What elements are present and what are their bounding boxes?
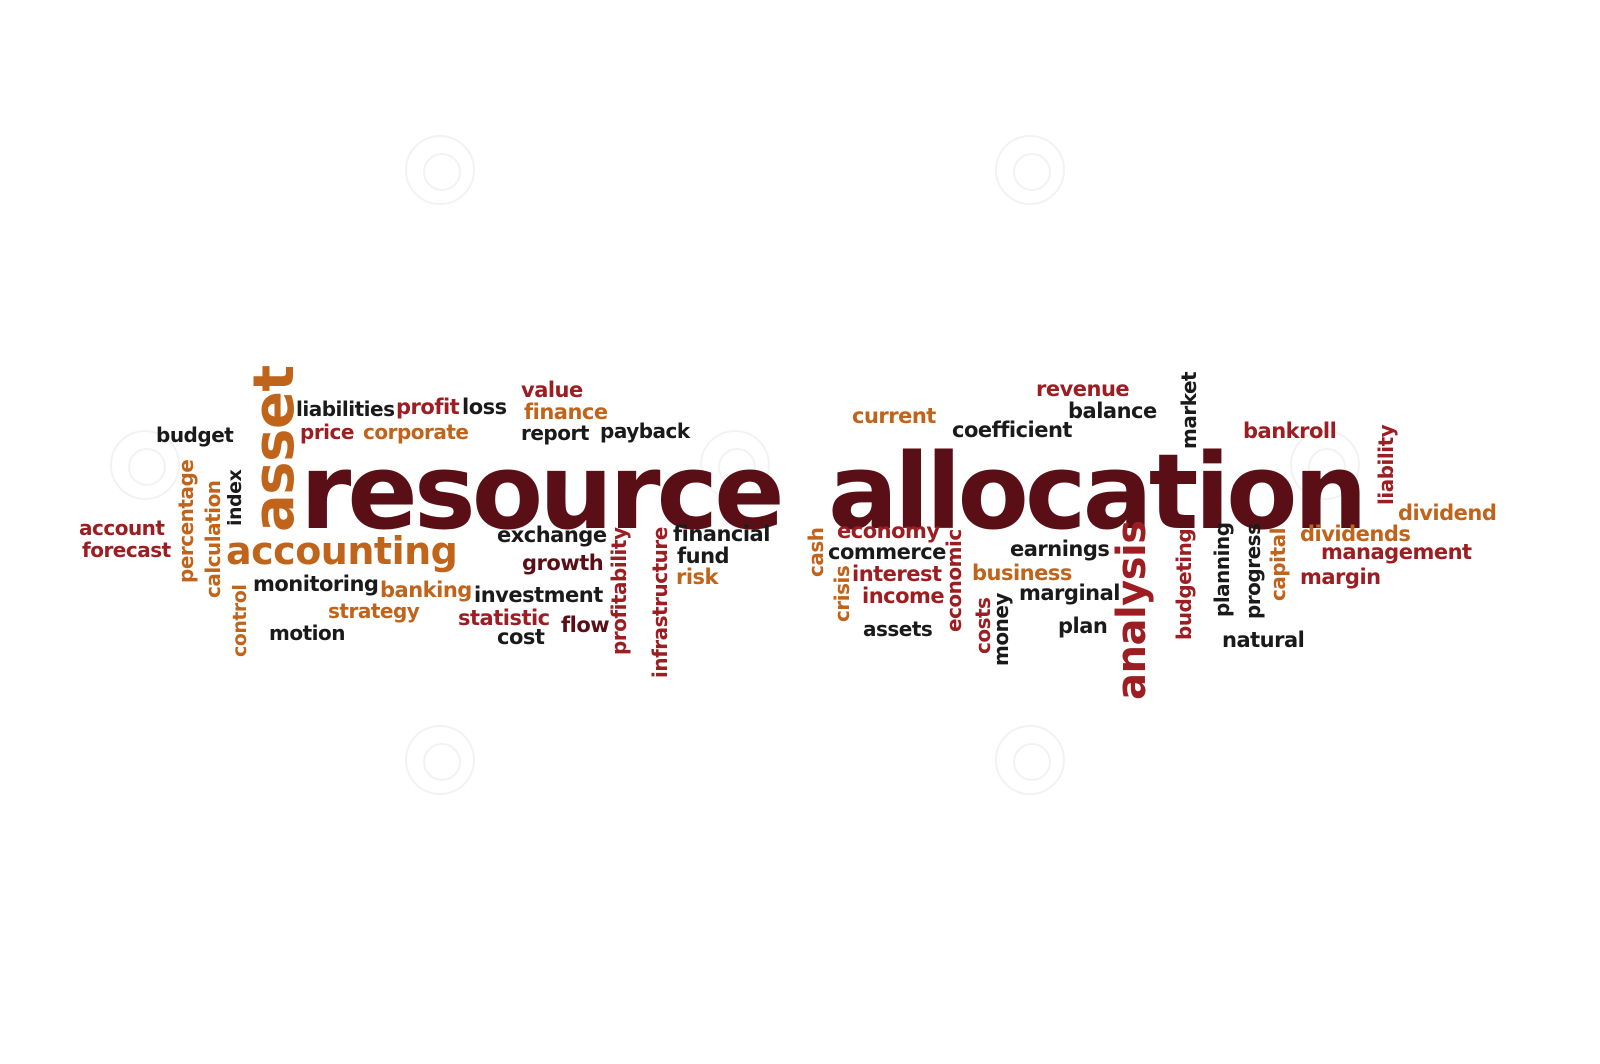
word-cash: cash [804,527,828,578]
word-crisis: crisis [830,565,854,622]
word-business: business [972,561,1072,585]
watermark-spiral-icon [700,430,770,500]
word-management: management [1321,540,1472,564]
word-percentage: percentage [174,459,198,583]
word-financial: financial [673,522,770,546]
word-loss: loss [462,395,507,419]
word-flow: flow [561,613,610,637]
watermark-spiral-icon [405,725,475,795]
word-infrastructure: infrastructure [648,527,672,678]
word-finance: finance [524,400,608,424]
word-dividend: dividend [1398,501,1497,525]
word-calculation: calculation [201,480,225,598]
word-growth: growth [522,551,604,575]
word-economic: economic [942,529,966,632]
watermark-spiral-icon [995,135,1065,205]
word-dividends: dividends [1300,522,1411,546]
word-cost: cost [497,625,545,649]
word-earnings: earnings [1010,537,1110,561]
word-marginal: marginal [1019,581,1120,605]
word-account: account [79,516,165,540]
word-profit: profit [396,395,460,419]
word-corporate: corporate [363,420,469,444]
word-margin: margin [1300,565,1381,589]
word-market: market [1177,371,1201,449]
word-exchange: exchange [497,523,607,547]
word-payback: payback [600,419,690,443]
word-strategy: strategy [328,599,420,623]
word-fund: fund [677,544,730,568]
word-resource: resource [300,431,785,553]
word-bankroll: bankroll [1243,419,1337,443]
word-report: report [521,421,589,445]
word-economy: economy [837,519,940,543]
watermark-spiral-icon [995,725,1065,795]
word-risk: risk [676,565,719,589]
word-budgeting: budgeting [1172,528,1196,640]
word-index: index [224,469,246,526]
watermark-spiral-icon [110,430,180,500]
word-liabilities: liabilities [296,397,395,421]
word-revenue: revenue [1036,377,1130,401]
word-value: value [521,378,583,402]
word-commerce: commerce [828,540,946,564]
word-budget: budget [156,423,234,447]
watermark-spiral-icon [405,135,475,205]
word-balance: balance [1068,399,1157,423]
word-plan: plan [1058,614,1108,638]
word-profitability: profitability [607,527,631,655]
word-interest: interest [852,562,942,586]
word-progress: progress [1241,523,1265,619]
word-analysis: analysis [1109,520,1155,700]
word-income: income [862,584,945,608]
word-planning: planning [1210,522,1234,617]
word-monitoring: monitoring [253,572,379,596]
word-liability: liability [1374,424,1398,505]
word-accounting: accounting [226,529,458,573]
watermark-spiral-icon [1290,430,1360,500]
word-coefficient: coefficient [952,418,1072,442]
word-allocation: allocation [828,431,1368,553]
word-current: current [852,404,936,428]
word-capital: capital [1266,528,1290,601]
word-motion: motion [269,621,345,645]
word-money: money [989,593,1013,666]
word-statistic: statistic [458,606,550,630]
word-assets: assets [863,617,933,641]
word-control: control [229,584,251,657]
word-asset: asset [242,365,307,532]
word-price: price [300,420,354,444]
word-forecast: forecast [82,538,171,562]
word-banking: banking [380,578,472,602]
word-natural: natural [1222,628,1305,652]
word-investment: investment [474,583,603,607]
